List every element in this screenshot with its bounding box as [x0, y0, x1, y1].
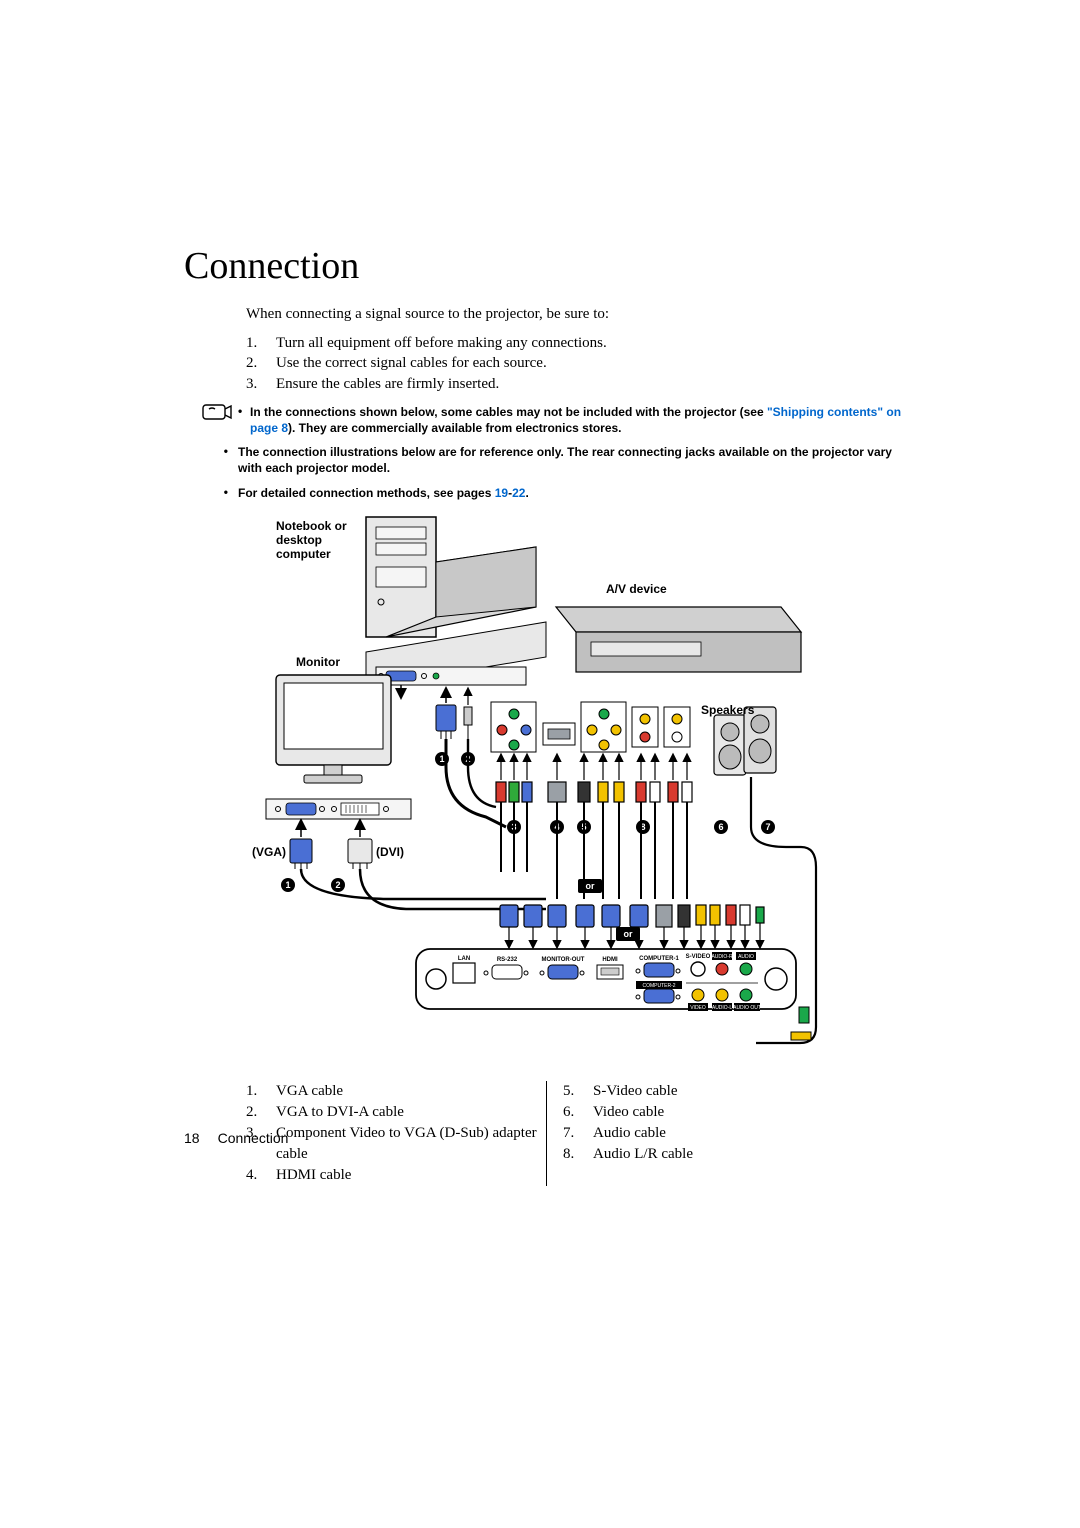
- legend-text: Audio L/R cable: [593, 1144, 693, 1165]
- page-title: Connection: [184, 244, 904, 288]
- note-text-pre: The connection illustrations below are f…: [238, 445, 892, 475]
- footer-section: Connection: [218, 1130, 289, 1146]
- svg-text:6: 6: [718, 822, 723, 832]
- step-text: Ensure the cables are firmly inserted.: [276, 374, 499, 394]
- label-speakers: Speakers: [701, 703, 754, 717]
- note-link[interactable]: 19: [495, 486, 508, 500]
- page-footer: 18 Connection: [184, 1130, 288, 1146]
- intro-text: When connecting a signal source to the p…: [246, 306, 904, 323]
- svg-text:7: 7: [765, 822, 770, 832]
- legend-num: 1.: [246, 1081, 276, 1102]
- svg-text:COMPUTER-1: COMPUTER-1: [639, 956, 679, 962]
- svg-text:1: 1: [285, 880, 290, 890]
- label-computer: Notebook or desktop computer: [276, 519, 347, 562]
- note-icon: [202, 404, 232, 420]
- svg-text:LAN: LAN: [458, 956, 470, 962]
- svg-text:AUDIO: AUDIO: [738, 954, 754, 960]
- page-number: 18: [184, 1130, 200, 1146]
- note-item: • For detailed connection methods, see p…: [184, 485, 904, 501]
- legend-text: HDMI cable: [276, 1165, 351, 1186]
- av-plugs: [496, 755, 692, 802]
- legend-num: 7.: [563, 1123, 593, 1144]
- legend-num: 5.: [563, 1081, 593, 1102]
- svg-text:MONITOR-OUT: MONITOR-OUT: [542, 957, 585, 963]
- legend-num: 2.: [246, 1102, 276, 1123]
- note-text-pre: For detailed connection methods, see pag…: [238, 486, 495, 500]
- note-link[interactable]: 22: [512, 486, 525, 500]
- steps-list: 1.Turn all equipment off before making a…: [246, 333, 904, 394]
- legend-text: Audio cable: [593, 1123, 666, 1144]
- step-num: 3.: [246, 374, 276, 394]
- svg-text:or: or: [624, 929, 633, 939]
- note-item: • In the connections shown below, some c…: [184, 404, 904, 436]
- label-av: A/V device: [606, 582, 667, 596]
- svg-text:1: 1: [439, 754, 444, 764]
- svg-text:S-VIDEO: S-VIDEO: [686, 954, 711, 960]
- svg-text:COMPUTER-2: COMPUTER-2: [642, 983, 675, 989]
- legend-text: S-Video cable: [593, 1081, 678, 1102]
- cable-legend: 1.VGA cable 2.VGA to DVI-A cable 3.Compo…: [246, 1081, 904, 1186]
- step-num: 1.: [246, 333, 276, 353]
- legend-num: 8.: [563, 1144, 593, 1165]
- svg-text:RS-232: RS-232: [497, 957, 518, 963]
- svg-text:or: or: [586, 881, 595, 891]
- legend-text: Component Video to VGA (D-Sub) adapter c…: [276, 1123, 546, 1165]
- note-text-pre: In the connections shown below, some cab…: [250, 405, 767, 419]
- svg-text:AUDIO-L: AUDIO-L: [712, 1005, 733, 1011]
- svg-text:2: 2: [335, 880, 340, 890]
- note-text-post: .: [525, 486, 528, 500]
- note-text-post: ). They are commercially available from …: [288, 421, 622, 435]
- step-text: Turn all equipment off before making any…: [276, 333, 607, 353]
- monitor: [266, 675, 411, 819]
- label-monitor: Monitor: [296, 655, 340, 669]
- legend-num: 6.: [563, 1102, 593, 1123]
- projector-panel: LAN RS-232 MONITOR-OUT HDMI COMPU: [416, 949, 796, 1011]
- legend-text: VGA cable: [276, 1081, 343, 1102]
- svg-text:AUDIO OUT: AUDIO OUT: [733, 1005, 761, 1011]
- legend-text: Video cable: [593, 1102, 664, 1123]
- label-dvi: (DVI): [376, 845, 404, 859]
- svg-text:HDMI: HDMI: [602, 957, 618, 963]
- legend-num: 4.: [246, 1165, 276, 1186]
- connection-diagram: LAN RS-232 MONITOR-OUT HDMI COMPU: [246, 507, 866, 1067]
- step-text: Use the correct signal cables for each s…: [276, 353, 547, 373]
- legend-text: VGA to DVI-A cable: [276, 1102, 404, 1123]
- svg-text:VIDEO: VIDEO: [690, 1005, 706, 1011]
- step-num: 2.: [246, 353, 276, 373]
- svg-text:AUDIO-R: AUDIO-R: [711, 954, 733, 960]
- pc-tower: [366, 517, 436, 637]
- note-item: • The connection illustrations below are…: [184, 444, 904, 476]
- label-vga: (VGA): [252, 845, 286, 859]
